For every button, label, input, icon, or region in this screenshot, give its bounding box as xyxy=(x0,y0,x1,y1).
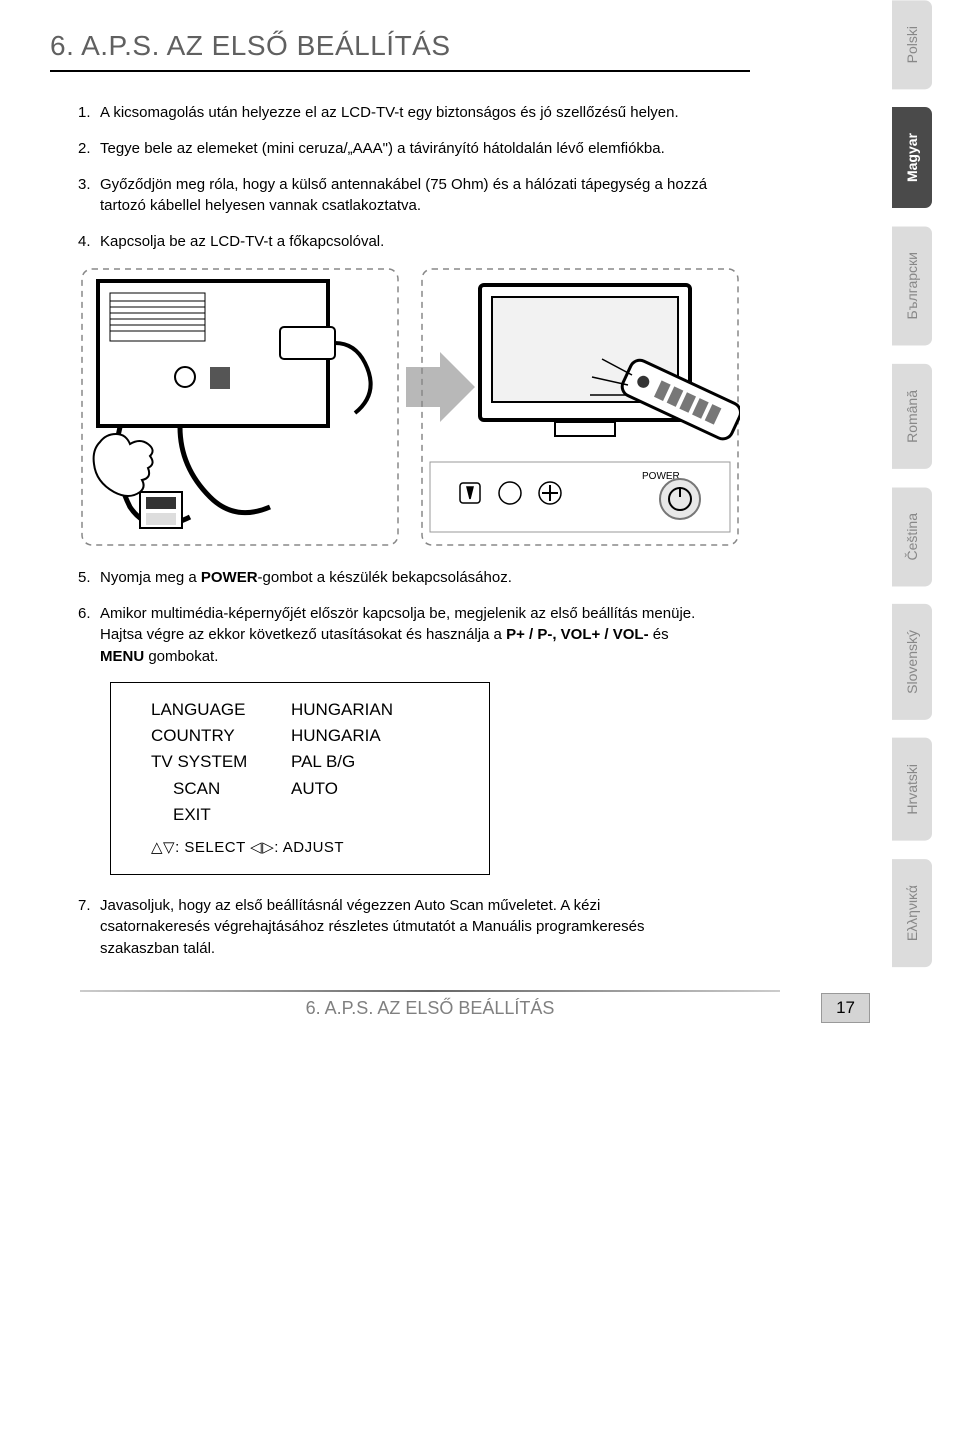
tab-magyar[interactable]: Magyar xyxy=(892,107,932,208)
tab-slovensky[interactable]: Slovenský xyxy=(892,604,932,720)
step-4: 4.Kapcsolja be az LCD-TV-t a főkapcsolóv… xyxy=(78,231,710,253)
footer-title: 6. A.P.S. AZ ELSŐ BEÁLLÍTÁS xyxy=(306,998,555,1019)
page-title: 6. A.P.S. AZ ELSŐ BEÁLLÍTÁS xyxy=(50,30,840,62)
tab-romana[interactable]: Română xyxy=(892,364,932,469)
step-6-post: gombokat. xyxy=(144,648,218,665)
step-2: 2.Tegye bele az elemeket (mini ceruza/„A… xyxy=(78,138,710,160)
menu-tvsystem-label: TV SYSTEM xyxy=(151,749,291,775)
step-6-bold2: MENU xyxy=(100,648,144,665)
menu-tvsystem-value: PAL B/G xyxy=(291,749,355,775)
menu-row-language: LANGUAGE HUNGARIAN xyxy=(151,697,469,723)
step-3-text: Győződjön meg róla, hogy a külső antenna… xyxy=(100,176,707,215)
menu-scan-value: AUTO xyxy=(291,776,338,802)
step-4-text: Kapcsolja be az LCD-TV-t a főkapcsolóval… xyxy=(100,233,384,250)
menu-row-scan: SCAN AUTO xyxy=(151,776,469,802)
title-underline xyxy=(50,70,750,72)
menu-scan-label: SCAN xyxy=(151,776,291,802)
menu-country-value: HUNGARIA xyxy=(291,723,381,749)
step-5: 5. Nyomja meg a POWER-gombot a készülék … xyxy=(78,567,710,589)
menu-row-tvsystem: TV SYSTEM PAL B/G xyxy=(151,749,469,775)
step-7: 7.Javasoljuk, hogy az első beállításnál … xyxy=(78,895,710,960)
menu-exit-label: EXIT xyxy=(151,802,291,828)
setup-illustration: POWER xyxy=(80,267,740,547)
step-6: 6. Amikor multimédia-képernyőjét először… xyxy=(78,603,710,668)
step-5-post: -gombot a készülék bekapcsolásához. xyxy=(258,569,512,586)
step-6-bold1: P+ / P-, VOL+ / VOL- xyxy=(506,626,649,643)
steps-1-4: 1.A kicsomagolás után helyezze el az LCD… xyxy=(50,102,710,253)
language-tabs-sidebar: Polski Magyar Български Română Čeština S… xyxy=(892,0,948,1300)
menu-row-exit: EXIT xyxy=(151,802,469,828)
tab-polski[interactable]: Polski xyxy=(892,0,932,89)
step-5-bold: POWER xyxy=(201,569,258,586)
step-2-text: Tegye bele az elemeket (mini ceruza/„AAA… xyxy=(100,140,665,157)
tab-bulgarian[interactable]: Български xyxy=(892,226,932,345)
step-5-pre: Nyomja meg a xyxy=(100,569,201,586)
menu-nav-hint: △▽: SELECT ◁▷: ADJUST xyxy=(151,836,469,859)
footer-rule xyxy=(80,990,780,992)
tab-cestina[interactable]: Čeština xyxy=(892,487,932,586)
menu-country-label: COUNTRY xyxy=(151,723,291,749)
step-3: 3.Győződjön meg róla, hogy a külső anten… xyxy=(78,174,710,218)
tab-hrvatski[interactable]: Hrvatski xyxy=(892,738,932,841)
step-6-mid: és xyxy=(649,626,669,643)
step-1: 1.A kicsomagolás után helyezze el az LCD… xyxy=(78,102,710,124)
menu-row-country: COUNTRY HUNGARIA xyxy=(151,723,469,749)
tab-greek[interactable]: Ελληνικά xyxy=(892,859,932,967)
page-footer: 6. A.P.S. AZ ELSŐ BEÁLLÍTÁS 17 xyxy=(50,990,810,1019)
steps-5-6: 5. Nyomja meg a POWER-gombot a készülék … xyxy=(50,567,710,668)
menu-language-value: HUNGARIAN xyxy=(291,697,393,723)
step-7-text: Javasoljuk, hogy az első beállításnál vé… xyxy=(100,897,644,958)
osd-menu-box: LANGUAGE HUNGARIAN COUNTRY HUNGARIA TV S… xyxy=(110,682,490,875)
step-1-text: A kicsomagolás után helyezze el az LCD-T… xyxy=(100,104,679,121)
steps-7: 7.Javasoljuk, hogy az első beállításnál … xyxy=(50,895,710,960)
menu-language-label: LANGUAGE xyxy=(151,697,291,723)
page-number: 17 xyxy=(821,993,870,1023)
